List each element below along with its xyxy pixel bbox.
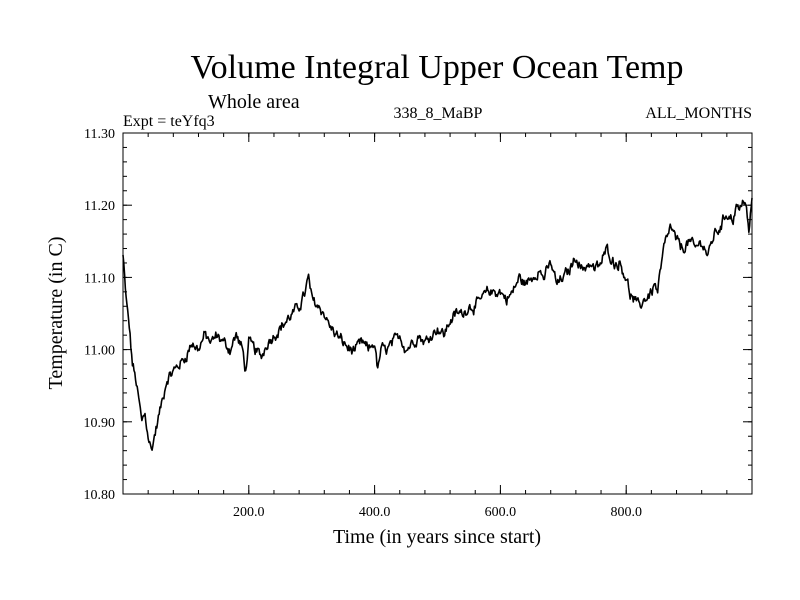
y-tick-label: 11.10 (84, 271, 115, 286)
y-axis-label: Temperature (in C) (45, 237, 67, 390)
y-tick-label: 11.30 (84, 127, 115, 142)
plot-frame (122, 132, 753, 495)
axis-ticks: 10.80 10.90 11.00 11.10 11.20 11.30 200.0 400.0… (84, 127, 753, 520)
x-axis-label: Time (in years since start) (333, 526, 541, 548)
y-tick-label: 11.20 (84, 199, 115, 214)
x-tick-label: 600.0 (485, 505, 517, 520)
x-tick-label: 400.0 (359, 505, 391, 520)
y-tick-label: 10.90 (84, 416, 116, 431)
y-tick-label: 10.80 (84, 488, 116, 503)
series-line (122, 197, 753, 451)
expt-label: Expt = teYfq3 (123, 113, 215, 130)
chart-subtitle: Whole area (208, 91, 300, 113)
x-tick-label: 800.0 (610, 505, 642, 520)
x-tick-label: 200.0 (233, 505, 265, 520)
center-label: 338_8_MaBP (394, 105, 483, 122)
y-tick-label: 11.00 (84, 344, 115, 359)
series-group (122, 197, 753, 451)
right-label: ALL_MONTHS (645, 105, 752, 122)
chart-title: Volume Integral Upper Ocean Temp (191, 49, 684, 86)
